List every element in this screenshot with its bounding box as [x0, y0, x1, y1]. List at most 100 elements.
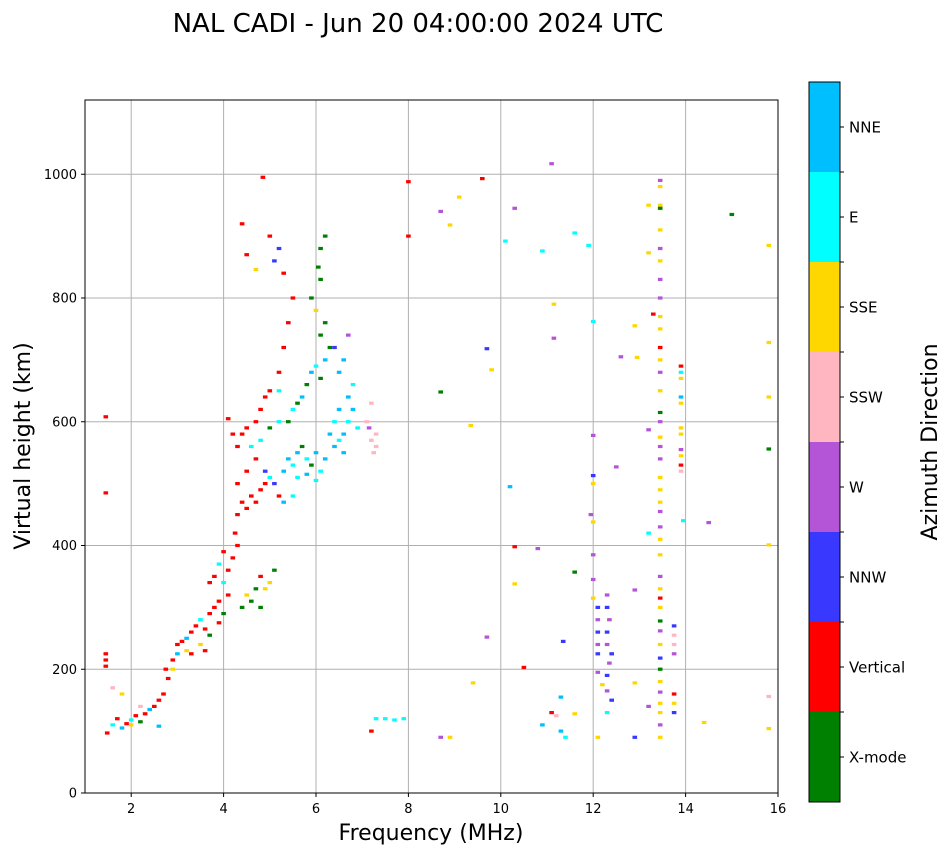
echo-point-nne: [295, 451, 300, 455]
echo-point-vertical: [249, 494, 254, 498]
echo-point-w: [657, 178, 663, 182]
echo-point-nnw: [262, 469, 268, 473]
x-tick-label: 2: [127, 802, 135, 817]
echo-point-nnw: [595, 652, 601, 656]
echo-point-e: [276, 389, 282, 393]
echo-point-vertical: [235, 543, 240, 548]
echo-point-vertical: [253, 500, 259, 504]
echo-point-nne: [346, 395, 351, 399]
echo-point-sse: [512, 582, 517, 586]
echo-point-sse: [657, 680, 663, 684]
echo-point-e: [586, 243, 591, 247]
echo-point-nnw: [595, 630, 601, 634]
echo-point-w: [588, 513, 594, 517]
colorbar-label: E: [849, 209, 858, 227]
echo-point-sse: [657, 553, 663, 557]
echo-point-nne: [156, 724, 162, 728]
y-tick-label: 1000: [44, 168, 77, 183]
echo-point-w: [604, 689, 610, 693]
echo-point-e: [128, 718, 134, 722]
echo-point-sse: [184, 649, 189, 653]
colorbar-swatch-sse: [809, 262, 840, 352]
echo-point-w: [657, 525, 663, 529]
echo-point-sse: [657, 389, 663, 393]
echo-point-e: [646, 531, 651, 535]
echo-point-w: [346, 333, 351, 337]
echo-point-vertical: [235, 513, 240, 517]
echo-point-sse: [657, 500, 663, 504]
echo-point-sse: [671, 701, 677, 705]
echo-point-vertical: [521, 665, 527, 669]
echo-point-sse: [170, 667, 176, 671]
echo-point-e: [216, 562, 222, 566]
echo-point-sse: [657, 488, 663, 492]
echo-point-w: [549, 162, 554, 166]
echo-point-w: [657, 457, 663, 461]
x-tick-label: 8: [404, 802, 412, 817]
echo-point-w: [657, 370, 663, 374]
echo-point-ssw: [373, 432, 379, 436]
echo-point-x-mode: [318, 246, 323, 251]
echo-point-w: [678, 448, 684, 452]
echo-point-vertical: [239, 222, 245, 226]
x-tick-label: 6: [312, 802, 320, 817]
colorbar-label: SSW: [849, 389, 883, 407]
colorbar-label: NNE: [849, 119, 881, 137]
echo-point-e: [336, 438, 342, 442]
echo-point-ssw: [364, 420, 370, 424]
echo-point-x-mode: [295, 401, 300, 405]
x-tick-label: 4: [219, 802, 227, 817]
y-tick-label: 400: [52, 539, 77, 554]
echo-point-vertical: [193, 624, 199, 628]
echo-point-nnw: [671, 711, 677, 715]
echo-point-vertical: [202, 649, 208, 653]
echo-point-vertical: [239, 500, 245, 504]
echo-point-nne: [341, 451, 346, 455]
echo-point-nne: [558, 729, 564, 733]
echo-point-vertical: [170, 658, 176, 662]
echo-point-x-mode: [309, 296, 314, 300]
echo-point-e: [110, 723, 115, 727]
colorbar-label: W: [849, 479, 864, 497]
echo-point-nnw: [560, 639, 566, 643]
x-tick-label: 14: [677, 802, 694, 817]
echo-point-nne: [341, 358, 346, 362]
echo-point-nnw: [609, 652, 614, 656]
echo-point-vertical: [104, 731, 110, 735]
echo-point-nnw: [671, 624, 677, 628]
x-axis-ticks: 2 4 6 8 10 12 14 16: [127, 793, 786, 817]
echo-point-x-mode: [253, 587, 259, 591]
echo-point-vertical: [175, 642, 180, 647]
echo-point-sse: [678, 376, 684, 380]
echo-point-e: [383, 717, 388, 721]
echo-point-vertical: [189, 630, 194, 634]
echo-point-vertical: [179, 639, 185, 643]
echo-point-nne: [678, 395, 684, 399]
echo-point-e: [503, 239, 508, 243]
echo-point-vertical: [260, 175, 266, 179]
echo-point-w: [614, 465, 619, 469]
echo-point-vertical: [281, 271, 286, 275]
echo-point-x-mode: [657, 206, 663, 210]
echo-point-e: [221, 581, 226, 585]
chart-title: NAL CADI - Jun 20 04:00:00 2024 UTC: [173, 9, 664, 39]
echo-point-x-mode: [657, 410, 663, 415]
echo-point-x-mode: [267, 426, 273, 430]
y-tick-label: 600: [52, 415, 77, 430]
echo-point-x-mode: [286, 420, 291, 424]
echo-point-sse: [447, 223, 453, 227]
echo-point-sse: [678, 426, 684, 430]
echo-point-sse: [600, 683, 605, 687]
echo-point-vertical: [207, 612, 212, 616]
echo-point-vertical: [262, 482, 268, 486]
echo-point-sse: [456, 195, 462, 199]
echo-point-sse: [267, 581, 273, 585]
echo-point-vertical: [262, 395, 268, 399]
echo-point-sse: [657, 701, 663, 705]
echo-point-w: [706, 521, 711, 525]
echo-point-w: [484, 635, 490, 639]
echo-point-sse: [119, 692, 125, 696]
echo-point-vertical: [258, 574, 263, 578]
echo-point-sse: [766, 395, 772, 399]
echo-point-w: [657, 574, 663, 578]
